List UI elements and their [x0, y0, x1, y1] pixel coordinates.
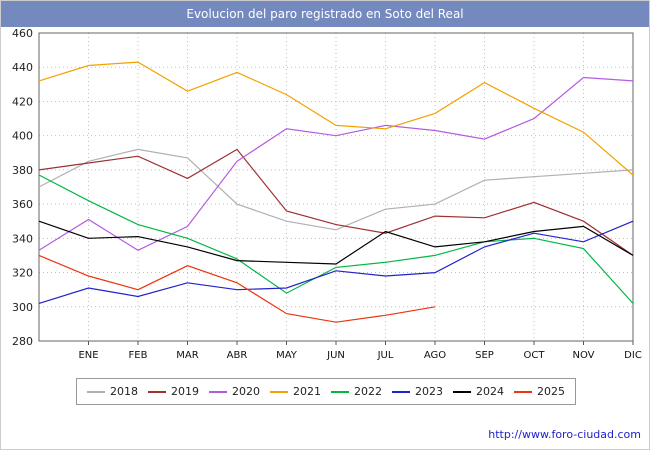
series-line-2025	[38, 254, 436, 323]
legend-label-2019: 2019	[171, 385, 199, 398]
series-line-2022	[38, 174, 634, 304]
x-tick-label: JUL	[377, 350, 394, 361]
y-tick-label: 360	[12, 198, 33, 211]
legend-label-2020: 2020	[232, 385, 260, 398]
series-line-2023	[38, 220, 634, 304]
legend-item-2021: 2021	[270, 385, 321, 398]
legend-item-2020: 2020	[209, 385, 260, 398]
legend-swatch-2020	[209, 390, 227, 393]
x-tick-label: FEB	[129, 350, 148, 361]
x-tick-label: OCT	[524, 350, 546, 361]
x-tick-label: ABR	[227, 350, 248, 361]
legend-label-2018: 2018	[110, 385, 138, 398]
x-tick-label: AGO	[424, 350, 446, 361]
legend-swatch-2025	[514, 390, 532, 393]
series-line-2020	[38, 76, 634, 251]
foro-ciudad-link[interactable]: http://www.foro-ciudad.com	[488, 428, 641, 441]
x-tick-label: MAY	[276, 350, 298, 361]
legend-item-2018: 2018	[87, 385, 138, 398]
y-tick-label: 440	[12, 61, 33, 74]
legend-label-2022: 2022	[354, 385, 382, 398]
legend-swatch-2018	[87, 390, 105, 393]
y-tick-label: 340	[12, 232, 33, 245]
line-chart: 280 300 320 340 360 380 400 420 440 460 ENE FEB MAR A…	[12, 27, 642, 361]
legend-label-2023: 2023	[415, 385, 443, 398]
series-line-2021	[38, 61, 634, 176]
y-tick-label: 460	[12, 27, 33, 40]
legend-item-2023: 2023	[392, 385, 443, 398]
legend-swatch-2023	[392, 390, 410, 393]
y-tick-label: 320	[12, 267, 33, 280]
chart-title: Evolucion del paro registrado en Soto de…	[186, 7, 464, 21]
legend-label-2025: 2025	[537, 385, 565, 398]
legend-swatch-2019	[148, 390, 166, 393]
x-tick-label: DIC	[624, 350, 642, 361]
legend-label-2021: 2021	[293, 385, 321, 398]
legend-swatch-2021	[270, 390, 288, 393]
chart-legend: 2018 2019 2020 2021 2022 2023 2024 2025	[76, 378, 576, 405]
y-tick-label: 280	[12, 335, 33, 348]
x-tick-label: NOV	[572, 350, 594, 361]
series-line-2019	[38, 148, 634, 256]
legend-item-2019: 2019	[148, 385, 199, 398]
legend-item-2022: 2022	[331, 385, 382, 398]
legend-item-2025: 2025	[514, 385, 565, 398]
x-tick-label: SEP	[475, 350, 494, 361]
x-tick-label: JUN	[326, 350, 345, 361]
y-tick-label: 300	[12, 301, 33, 314]
y-tick-label: 400	[12, 130, 33, 143]
series-line-2018	[38, 148, 634, 231]
legend-item-2024: 2024	[453, 385, 504, 398]
chart-title-bar: Evolucion del paro registrado en Soto de…	[1, 1, 649, 27]
legend-swatch-2022	[331, 390, 349, 393]
y-tick-label: 380	[12, 164, 33, 177]
series-line-2024	[38, 220, 634, 265]
x-tick-label: MAR	[176, 350, 198, 361]
legend-label-2024: 2024	[476, 385, 504, 398]
y-tick-label: 420	[12, 95, 33, 108]
legend-swatch-2024	[453, 390, 471, 393]
x-tick-label: ENE	[78, 350, 98, 361]
